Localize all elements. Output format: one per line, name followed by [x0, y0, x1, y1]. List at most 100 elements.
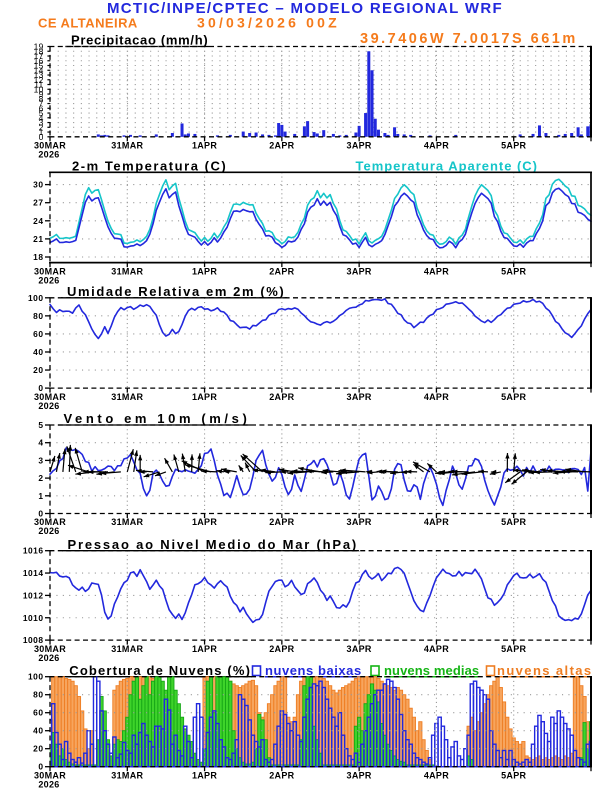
svg-text:39.7406W 7.0017S 661m: 39.7406W 7.0017S 661m: [360, 31, 578, 47]
svg-text:5APR: 5APR: [501, 141, 526, 151]
svg-text:0: 0: [38, 509, 43, 519]
svg-text:Vento em 10m (m/s): Vento em 10m (m/s): [64, 411, 251, 426]
svg-text:80: 80: [33, 311, 43, 321]
svg-text:14: 14: [34, 65, 44, 75]
svg-text:60: 60: [33, 708, 43, 718]
svg-text:31MAR: 31MAR: [111, 770, 143, 780]
svg-text:4: 4: [38, 438, 43, 448]
svg-text:1APR: 1APR: [192, 517, 217, 527]
svg-text:0: 0: [38, 383, 43, 393]
svg-text:5APR: 5APR: [501, 644, 526, 654]
svg-text:30: 30: [33, 180, 43, 190]
svg-text:3APR: 3APR: [347, 517, 372, 527]
svg-text:2-m Temperatura (C): 2-m Temperatura (C): [72, 159, 227, 174]
svg-text:5: 5: [39, 108, 44, 118]
svg-text:0: 0: [39, 132, 44, 142]
svg-text:4APR: 4APR: [424, 141, 449, 151]
svg-text:2026: 2026: [38, 779, 59, 789]
svg-text:nuvens medias: nuvens medias: [384, 663, 479, 678]
svg-text:1APR: 1APR: [192, 141, 217, 151]
svg-text:Precipitacao (mm/h): Precipitacao (mm/h): [71, 33, 208, 48]
svg-text:3APR: 3APR: [347, 266, 372, 276]
svg-text:31MAR: 31MAR: [111, 141, 143, 151]
svg-text:3APR: 3APR: [347, 141, 372, 151]
svg-text:30MAR: 30MAR: [34, 770, 66, 780]
svg-text:11: 11: [34, 80, 43, 90]
svg-text:2: 2: [39, 122, 44, 132]
svg-text:31MAR: 31MAR: [111, 644, 143, 654]
svg-text:3: 3: [38, 455, 43, 465]
svg-text:MCTIC/INPE/CPTEC – MODELO REGI: MCTIC/INPE/CPTEC – MODELO REGIONAL WRF: [107, 0, 503, 17]
svg-text:10: 10: [34, 84, 44, 94]
svg-text:4APR: 4APR: [424, 770, 449, 780]
svg-text:1: 1: [38, 491, 43, 501]
svg-text:30/03/2026 00Z: 30/03/2026 00Z: [197, 14, 340, 30]
svg-text:12: 12: [34, 75, 44, 85]
svg-text:2APR: 2APR: [269, 770, 294, 780]
svg-text:1008: 1008: [23, 635, 44, 645]
svg-text:17: 17: [34, 51, 44, 61]
svg-text:Temperatura Aparente (C): Temperatura Aparente (C): [356, 158, 538, 173]
svg-text:1010: 1010: [23, 613, 44, 623]
svg-text:5APR: 5APR: [501, 266, 526, 276]
svg-text:30MAR: 30MAR: [34, 644, 66, 654]
svg-text:CE ALTANEIRA: CE ALTANEIRA: [38, 15, 138, 30]
svg-text:2APR: 2APR: [269, 266, 294, 276]
svg-text:5APR: 5APR: [501, 517, 526, 527]
svg-text:4APR: 4APR: [424, 266, 449, 276]
svg-text:3APR: 3APR: [347, 770, 372, 780]
svg-text:Umidade Relativa em 2m (%): Umidade Relativa em 2m (%): [67, 284, 285, 299]
svg-text:8: 8: [39, 94, 44, 104]
svg-text:1APR: 1APR: [192, 644, 217, 654]
svg-text:2APR: 2APR: [269, 517, 294, 527]
svg-text:30MAR: 30MAR: [34, 517, 66, 527]
svg-text:nuvens altas: nuvens altas: [497, 663, 593, 678]
svg-text:30MAR: 30MAR: [34, 141, 66, 151]
svg-text:18: 18: [34, 46, 44, 56]
svg-text:20: 20: [33, 744, 43, 754]
svg-text:80: 80: [33, 690, 43, 700]
svg-text:31MAR: 31MAR: [111, 266, 143, 276]
svg-text:1APR: 1APR: [192, 770, 217, 780]
svg-text:40: 40: [33, 347, 43, 357]
svg-text:1: 1: [39, 127, 44, 137]
svg-text:18: 18: [33, 252, 43, 262]
svg-text:4: 4: [39, 113, 44, 123]
svg-text:9: 9: [39, 89, 44, 99]
svg-text:2APR: 2APR: [269, 141, 294, 151]
svg-text:4APR: 4APR: [424, 644, 449, 654]
svg-text:3APR: 3APR: [347, 392, 372, 402]
svg-text:31MAR: 31MAR: [111, 517, 143, 527]
svg-text:13: 13: [34, 70, 44, 80]
svg-text:1014: 1014: [23, 568, 44, 578]
svg-text:5APR: 5APR: [501, 770, 526, 780]
svg-text:24: 24: [33, 216, 43, 226]
svg-text:2: 2: [38, 473, 43, 483]
svg-text:5APR: 5APR: [501, 392, 526, 402]
svg-text:2026: 2026: [38, 401, 59, 411]
svg-text:1APR: 1APR: [192, 392, 217, 402]
svg-text:4APR: 4APR: [424, 517, 449, 527]
svg-text:2APR: 2APR: [269, 644, 294, 654]
svg-text:21: 21: [33, 234, 43, 244]
svg-text:100: 100: [28, 293, 43, 303]
svg-text:2026: 2026: [38, 526, 59, 536]
svg-text:1012: 1012: [23, 590, 44, 600]
svg-text:20: 20: [33, 365, 43, 375]
svg-text:Cobertura de Nuvens (%): Cobertura de Nuvens (%): [69, 663, 251, 678]
svg-text:1016: 1016: [23, 546, 44, 556]
svg-text:5: 5: [38, 420, 43, 430]
svg-text:27: 27: [33, 198, 43, 208]
svg-text:3APR: 3APR: [347, 644, 372, 654]
svg-text:30MAR: 30MAR: [34, 392, 66, 402]
svg-text:2026: 2026: [38, 653, 59, 663]
svg-text:31MAR: 31MAR: [111, 392, 143, 402]
svg-text:19: 19: [34, 42, 44, 52]
svg-text:30MAR: 30MAR: [34, 266, 66, 276]
svg-text:1APR: 1APR: [192, 266, 217, 276]
svg-text:3: 3: [39, 118, 44, 128]
svg-text:0: 0: [38, 762, 43, 772]
svg-text:40: 40: [33, 726, 43, 736]
svg-text:16: 16: [34, 56, 44, 66]
svg-text:nuvens baixas: nuvens baixas: [265, 663, 362, 678]
